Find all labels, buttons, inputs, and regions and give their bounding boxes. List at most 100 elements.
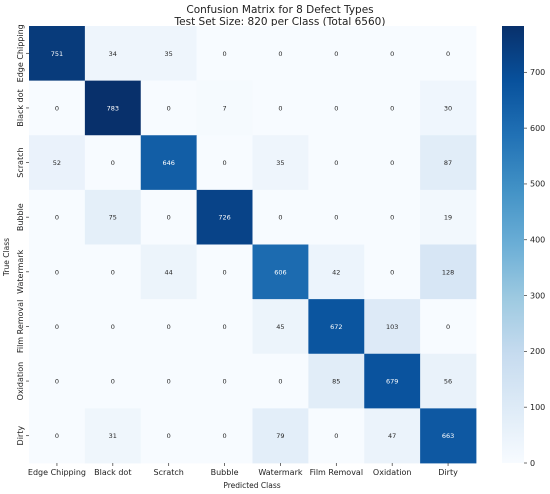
heatmap-cell — [364, 135, 421, 191]
cell-value-label: 0 — [222, 323, 226, 331]
x-tick-label: Edge Chipping — [28, 468, 86, 477]
cell-value-label: 783 — [107, 104, 119, 112]
cell-value-label: 0 — [55, 432, 59, 440]
cell-value-label: 0 — [111, 268, 115, 276]
heatmap-cell — [308, 80, 365, 136]
heatmap-cell — [29, 80, 86, 136]
cell-value-label: 0 — [167, 432, 171, 440]
cell-value-label: 0 — [167, 323, 171, 331]
heatmap-cell — [420, 353, 477, 409]
heatmap-cell — [364, 408, 421, 464]
y-tick-label: Scratch — [16, 147, 25, 177]
heatmap-cell — [252, 408, 309, 464]
cell-value-label: 7 — [222, 104, 226, 112]
cell-value-label: 726 — [218, 214, 230, 222]
heatmap-cell — [252, 26, 309, 82]
cell-value-label: 0 — [55, 104, 59, 112]
cell-value-label: 75 — [109, 214, 117, 222]
heatmap-cell — [420, 189, 477, 245]
heatmap-cell — [29, 189, 86, 245]
heatmap-cell — [420, 135, 477, 191]
colorbar-gradient — [502, 26, 524, 463]
y-tick-label: Oxidation — [16, 362, 25, 401]
heatmap-cell — [29, 135, 86, 191]
heatmap-cell — [29, 26, 86, 82]
cell-value-label: 0 — [390, 214, 394, 222]
cell-value-label: 679 — [386, 378, 398, 386]
heatmap-cell — [29, 244, 86, 300]
cell-value-label: 0 — [390, 104, 394, 112]
cell-value-label: 56 — [444, 378, 452, 386]
colorbar-tick-label: 200 — [530, 347, 545, 356]
cell-value-label: 0 — [278, 50, 282, 58]
colorbar-tick-label: 100 — [530, 403, 545, 412]
x-tick-label: Black dot — [94, 468, 131, 477]
chart-title: Confusion Matrix for 8 Defect Types — [186, 4, 373, 16]
heatmap-cell — [84, 244, 142, 300]
colorbar-tick-label: 300 — [530, 291, 545, 300]
cell-value-label: 663 — [442, 432, 454, 440]
x-tick-label: Watermark — [258, 468, 302, 477]
cell-value-label: 672 — [330, 323, 342, 331]
heatmap-cell — [140, 189, 198, 245]
y-tick-label: Bubble — [16, 203, 25, 231]
heatmap-cell — [196, 408, 253, 464]
cell-value-label: 0 — [167, 378, 171, 386]
heatmap-cell — [140, 353, 198, 409]
x-tick-labels: Edge Chipping Black dot Scratch Bubble Water… — [28, 463, 458, 477]
heatmap-cell — [84, 189, 142, 245]
heatmap-cell — [364, 353, 421, 409]
colorbar-tick-label: 600 — [530, 124, 545, 133]
heatmap-cell — [140, 80, 198, 136]
cell-value-label: 0 — [222, 432, 226, 440]
cell-value-label: 0 — [167, 104, 171, 112]
heatmap-cell — [84, 299, 142, 355]
cell-value-label: 0 — [222, 378, 226, 386]
cell-value-label: 34 — [109, 50, 117, 58]
y-tick-label: Black dot — [16, 89, 25, 126]
cell-value-label: 0 — [390, 159, 394, 167]
y-axis-label: True Class — [2, 238, 11, 277]
heatmap-cell — [364, 299, 421, 355]
heatmap-cell — [308, 26, 365, 82]
colorbar: 0 100 200 300 400 500 600 700 — [502, 26, 545, 468]
cell-value-label: 0 — [111, 378, 115, 386]
cell-value-label: 103 — [386, 323, 398, 331]
y-tick-label: Film Removal — [16, 300, 25, 353]
heatmap-cell — [364, 189, 421, 245]
heatmap-cell — [252, 189, 309, 245]
heatmap-cell — [252, 80, 309, 136]
heatmap-cell — [308, 244, 365, 300]
heatmap-cell — [140, 408, 198, 464]
heatmap-cell — [84, 408, 142, 464]
heatmap-cell — [308, 135, 365, 191]
heatmap-cell — [196, 135, 253, 191]
heatmap-cell — [364, 80, 421, 136]
cell-value-label: 0 — [278, 378, 282, 386]
cell-value-label: 87 — [444, 159, 452, 167]
heatmap-cell — [196, 244, 253, 300]
heatmap-cell — [84, 135, 142, 191]
heatmap-cell — [29, 408, 86, 464]
cell-value-label: 0 — [278, 214, 282, 222]
heatmap-cell — [196, 26, 253, 82]
heatmap-cell — [140, 135, 198, 191]
x-axis-label: Predicted Class — [223, 481, 280, 490]
cell-value-label: 35 — [165, 50, 173, 58]
cell-value-label: 128 — [442, 268, 454, 276]
cell-value-label: 646 — [162, 159, 174, 167]
heatmap-cell — [420, 299, 477, 355]
heatmap-cell — [364, 244, 421, 300]
heatmap-cells: 751 34 35 0 0 0 0 0 0 783 0 7 0 0 0 30 52 0 646 0 35 0 0 87 0 75 0… — [29, 26, 477, 464]
cell-value-label: 30 — [444, 104, 452, 112]
cell-value-label: 0 — [390, 50, 394, 58]
cell-value-label: 0 — [222, 50, 226, 58]
heatmap-cell — [308, 353, 365, 409]
chart-subtitle: Test Set Size: 820 per Class (Total 6560… — [174, 16, 386, 28]
heatmap-cell — [420, 408, 477, 464]
colorbar-tick-label: 400 — [530, 236, 545, 245]
heatmap-cell — [252, 299, 309, 355]
cell-value-label: 0 — [55, 323, 59, 331]
x-tick-label: Oxidation — [373, 468, 412, 477]
cell-value-label: 47 — [388, 432, 396, 440]
